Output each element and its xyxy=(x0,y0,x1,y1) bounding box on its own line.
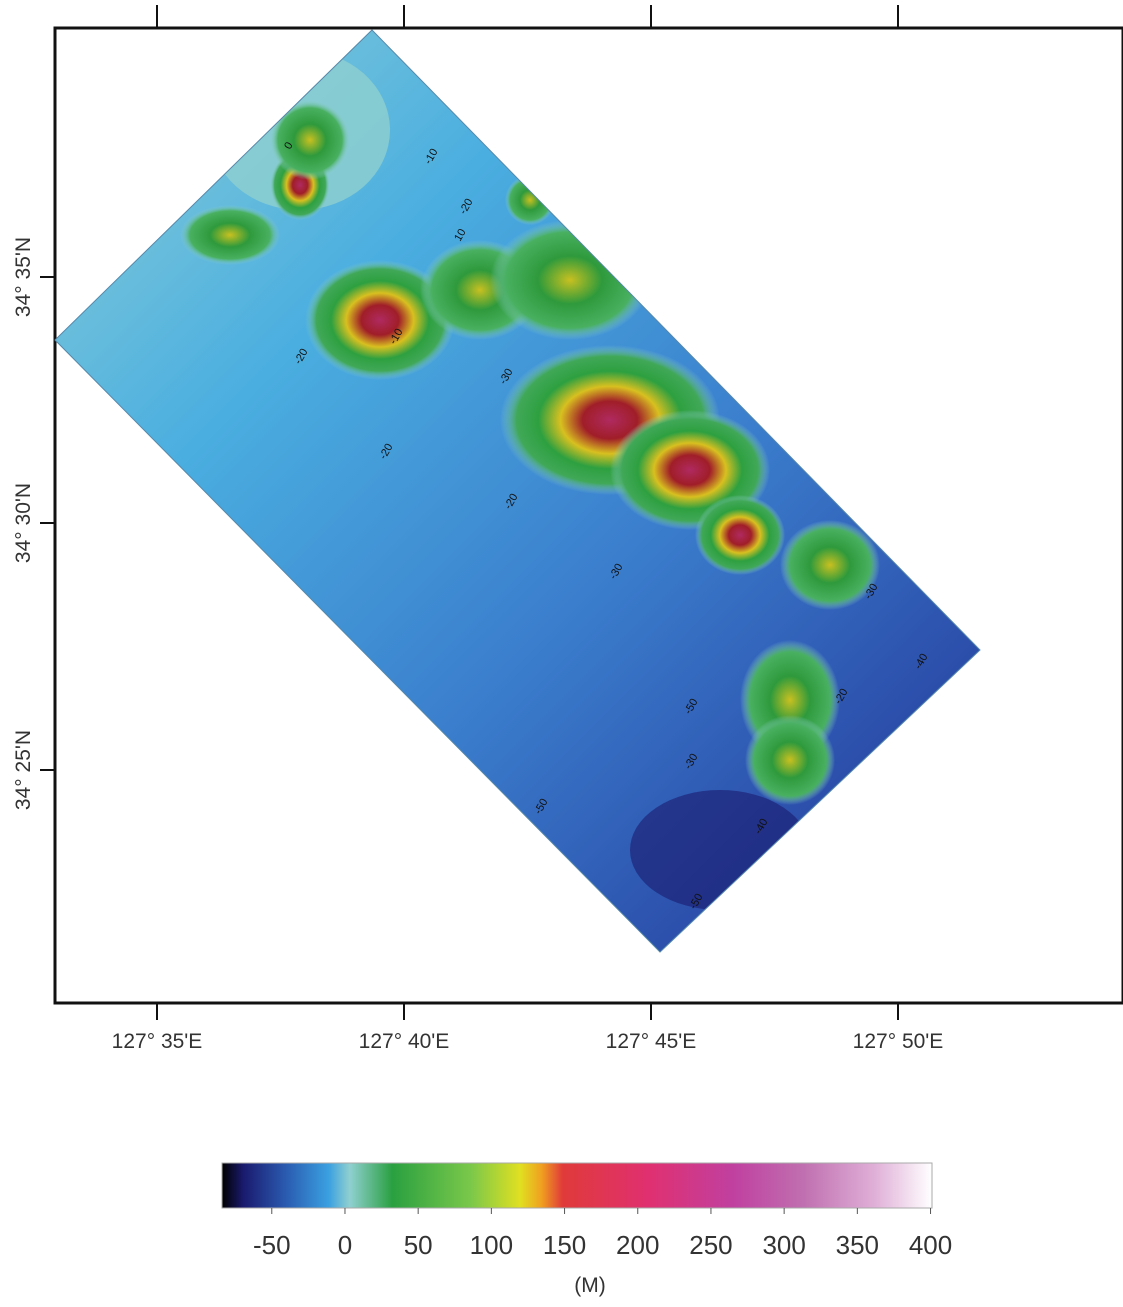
x-axis: 127° 35'E 127° 40'E 127° 45'E 127° 50'E xyxy=(112,5,944,1053)
contour-label: 10 xyxy=(452,227,469,244)
colorbar xyxy=(221,1162,933,1209)
colorbar-ticks: -50 0 50 100 150 200 250 300 350 400 xyxy=(253,1208,952,1260)
x-tick-label: 127° 50'E xyxy=(853,1030,944,1053)
y-axis: 34° 35'N 34° 30'N 34° 25'N xyxy=(12,237,55,810)
colorbar-tick-label: 100 xyxy=(470,1230,513,1260)
colorbar-tick-label: 0 xyxy=(338,1230,352,1260)
survey-outline xyxy=(54,29,981,953)
x-tick-label: 127° 35'E xyxy=(112,1030,203,1053)
x-tick-label: 127° 40'E xyxy=(359,1030,450,1053)
colorbar-tick-label: 200 xyxy=(616,1230,659,1260)
colorbar-unit: (M) xyxy=(574,1274,605,1297)
colorbar-tick-label: 50 xyxy=(404,1230,433,1260)
colorbar-tick-label: 300 xyxy=(762,1230,805,1260)
colorbar-tick-label: 150 xyxy=(543,1230,586,1260)
y-tick-label: 34° 35'N xyxy=(12,237,35,317)
colorbar-tick-label: 250 xyxy=(689,1230,732,1260)
x-tick-label: 127° 45'E xyxy=(606,1030,697,1053)
y-tick-label: 34° 25'N xyxy=(12,730,35,810)
colorbar-tick-label: 350 xyxy=(836,1230,879,1260)
y-tick-label: 34° 30'N xyxy=(12,483,35,563)
contour-label: 0 xyxy=(282,140,295,151)
colorbar-tick-label: -50 xyxy=(253,1230,291,1260)
colorbar-tick-label: 400 xyxy=(909,1230,952,1260)
